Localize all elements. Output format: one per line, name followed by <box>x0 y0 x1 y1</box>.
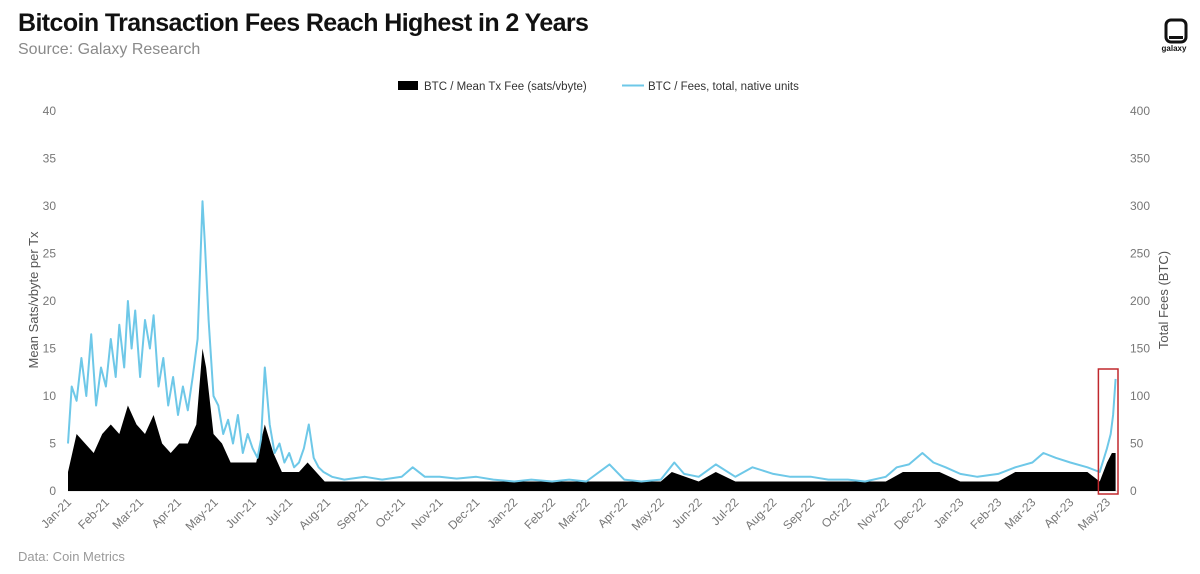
x-tick-label: Jan-22 <box>484 495 520 531</box>
x-tick-label: Dec-21 <box>445 495 482 532</box>
legend-label-mean-fee: BTC / Mean Tx Fee (sats/vbyte) <box>424 81 587 93</box>
x-tick-label: Apr-22 <box>595 495 631 531</box>
x-tick-label: Jul-22 <box>709 495 742 528</box>
x-tick-label: Mar-22 <box>556 495 593 532</box>
x-tick-label: Jan-23 <box>931 495 967 531</box>
left-tick-label: 15 <box>43 342 57 356</box>
x-tick-label: Feb-21 <box>75 495 112 532</box>
right-axis-label: Total Fees (BTC) <box>1156 251 1171 349</box>
x-tick-label: Sep-22 <box>780 495 817 532</box>
galaxy-logo-icon <box>1164 18 1188 44</box>
left-tick-label: 35 <box>43 152 57 166</box>
left-tick-label: 40 <box>43 104 57 118</box>
x-tick-label: Jan-21 <box>38 495 74 531</box>
legend-swatch-mean-fee <box>398 81 418 90</box>
x-tick-label: Mar-23 <box>1002 495 1039 532</box>
page-subtitle: Source: Galaxy Research <box>18 41 201 58</box>
right-tick-label: 100 <box>1130 389 1150 403</box>
left-axis-label: Mean Sats/vbyte per Tx <box>26 231 41 369</box>
x-tick-label: Aug-21 <box>296 495 333 532</box>
left-tick-label: 25 <box>43 247 57 261</box>
x-tick-label: Sep-21 <box>334 495 371 532</box>
legend-label-total-fees: BTC / Fees, total, native units <box>648 81 799 93</box>
x-tick-label: May-23 <box>1075 495 1113 533</box>
page-title: Bitcoin Transaction Fees Reach Highest i… <box>18 9 589 37</box>
x-tick-label: Jun-22 <box>669 495 705 531</box>
left-tick-label: 10 <box>43 389 57 403</box>
x-tick-label: Oct-21 <box>372 495 408 531</box>
x-tick-label: Apr-23 <box>1041 495 1077 531</box>
left-tick-label: 20 <box>43 294 57 308</box>
legend: BTC / Mean Tx Fee (sats/vbyte) BTC / Fee… <box>398 81 799 93</box>
right-tick-label: 350 <box>1130 152 1150 166</box>
left-tick-label: 5 <box>49 437 56 451</box>
right-axis: 0 50 100 150 200 250 300 350 400 <box>1130 104 1150 498</box>
x-tick-label: Dec-22 <box>891 495 928 532</box>
right-tick-label: 150 <box>1130 342 1150 356</box>
right-tick-label: 200 <box>1130 294 1150 308</box>
left-tick-label: 0 <box>49 484 56 498</box>
right-tick-label: 50 <box>1130 437 1144 451</box>
brand-logo-text: galaxy <box>1161 44 1187 53</box>
x-tick-label: Feb-22 <box>521 495 558 532</box>
x-tick-label: Nov-22 <box>855 495 892 532</box>
x-tick-label: Aug-22 <box>742 495 779 532</box>
series-mean-tx-fee-area <box>68 348 1116 491</box>
plot-area <box>67 200 1119 495</box>
x-tick-label: Mar-21 <box>109 495 146 532</box>
right-tick-label: 0 <box>1130 484 1137 498</box>
x-tick-label: May-21 <box>183 495 221 533</box>
right-tick-label: 400 <box>1130 104 1150 118</box>
right-tick-label: 250 <box>1130 247 1150 261</box>
right-tick-label: 300 <box>1130 199 1150 213</box>
left-tick-label: 30 <box>43 199 57 213</box>
x-tick-label: Apr-21 <box>149 495 185 531</box>
series-total-fees-line <box>67 200 1117 483</box>
data-source-note: Data: Coin Metrics <box>18 549 125 564</box>
x-tick-label: Nov-21 <box>408 495 445 532</box>
x-tick-label: Jun-21 <box>223 495 259 531</box>
x-tick-label: Jul-21 <box>262 495 295 528</box>
x-tick-label: Feb-23 <box>968 495 1005 532</box>
x-tick-label: Oct-22 <box>819 495 855 531</box>
x-tick-label: May-22 <box>629 495 667 533</box>
highlight-box <box>1097 368 1119 495</box>
left-axis: 0 5 10 15 20 25 30 35 40 <box>43 104 57 498</box>
